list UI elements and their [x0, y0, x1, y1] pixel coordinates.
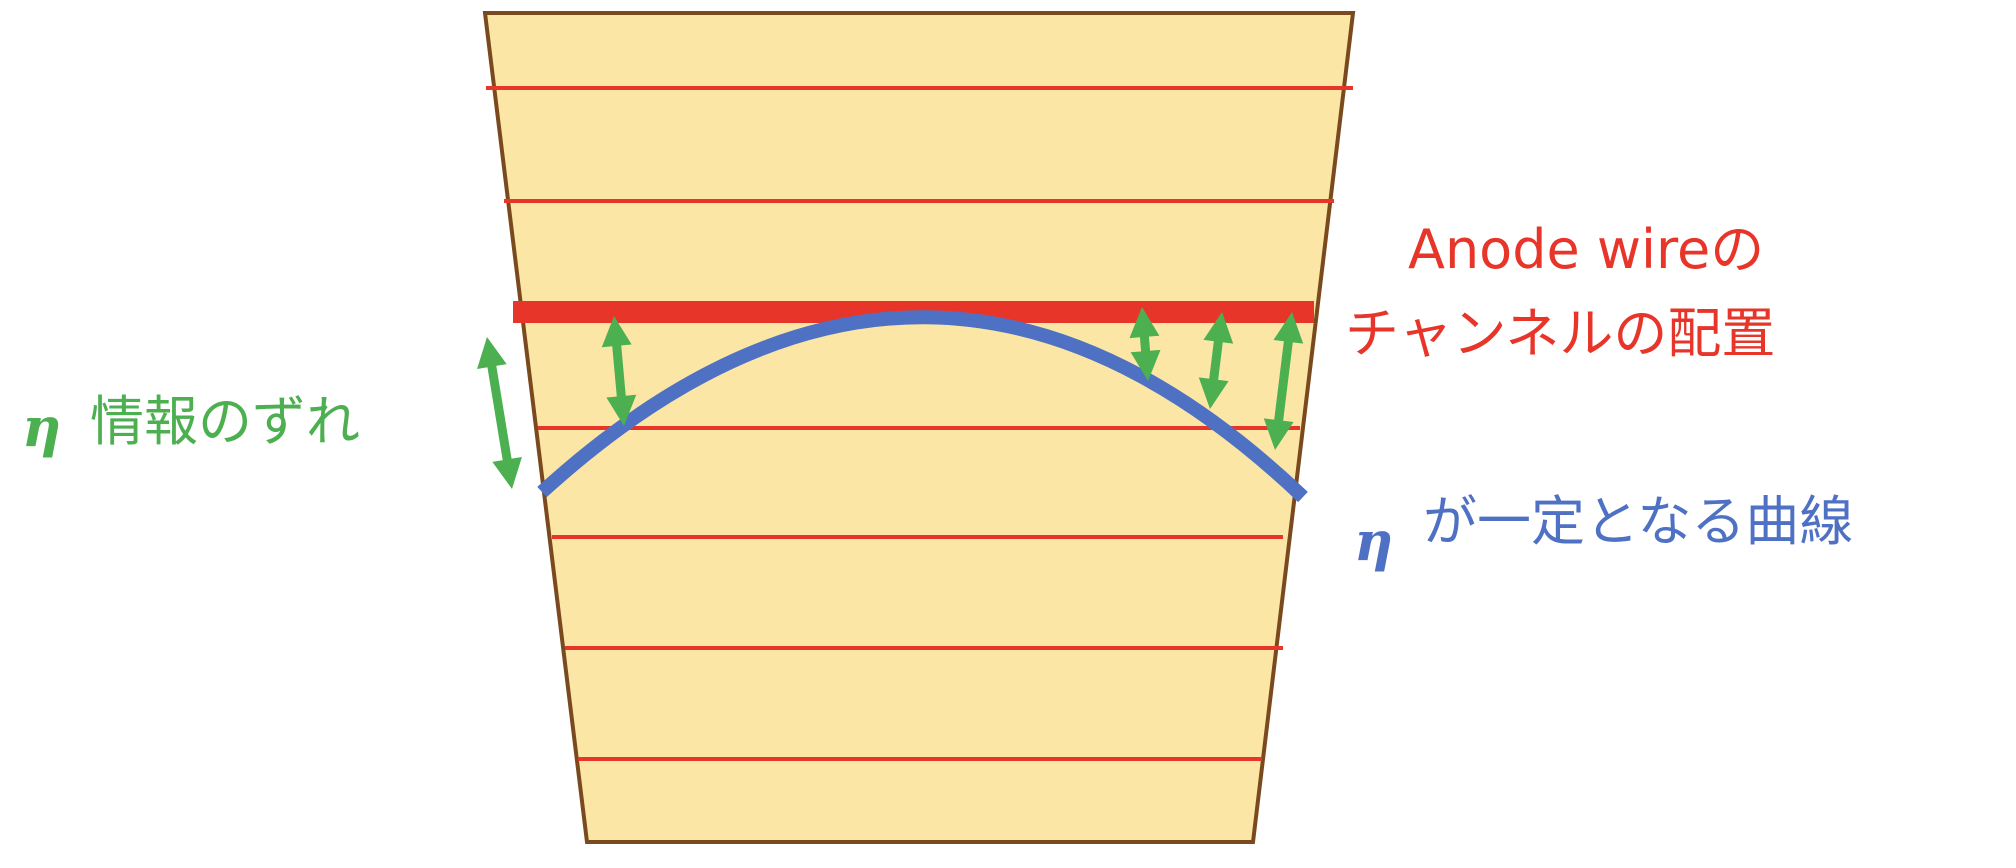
- arrowhead-icon: [601, 316, 632, 348]
- eta-curve-symbol: η: [1354, 509, 1393, 573]
- shift-arrows: [477, 307, 1304, 489]
- arrowhead-icon: [606, 394, 637, 426]
- eta-shift-label: 情報のずれ: [90, 390, 360, 453]
- channel-placement-label: チャンネルの配置: [1345, 302, 1775, 365]
- double-arrow-shaft: [486, 359, 513, 467]
- anode-wire-label: Anode wireの: [1408, 218, 1764, 281]
- eta-shift-symbol: η: [22, 395, 61, 459]
- arrowhead-icon: [1130, 349, 1161, 381]
- arrowhead-icon: [477, 337, 507, 370]
- eta-curve-label: が一定となる曲線: [1423, 490, 1853, 553]
- arrowhead-icon: [1273, 312, 1304, 344]
- arrowhead-icon: [1129, 307, 1160, 339]
- arrowhead-icon: [492, 456, 522, 489]
- arrowhead-icon: [1198, 377, 1229, 409]
- arrowhead-icon: [1203, 312, 1234, 344]
- constant-eta-curve: [537, 310, 1308, 503]
- double-arrow-shaft: [611, 339, 627, 403]
- arrowhead-icon: [1263, 418, 1294, 450]
- double-arrow-shaft: [1208, 335, 1224, 386]
- double-arrow-shaft: [1273, 335, 1294, 427]
- anode-wires: [486, 86, 1353, 761]
